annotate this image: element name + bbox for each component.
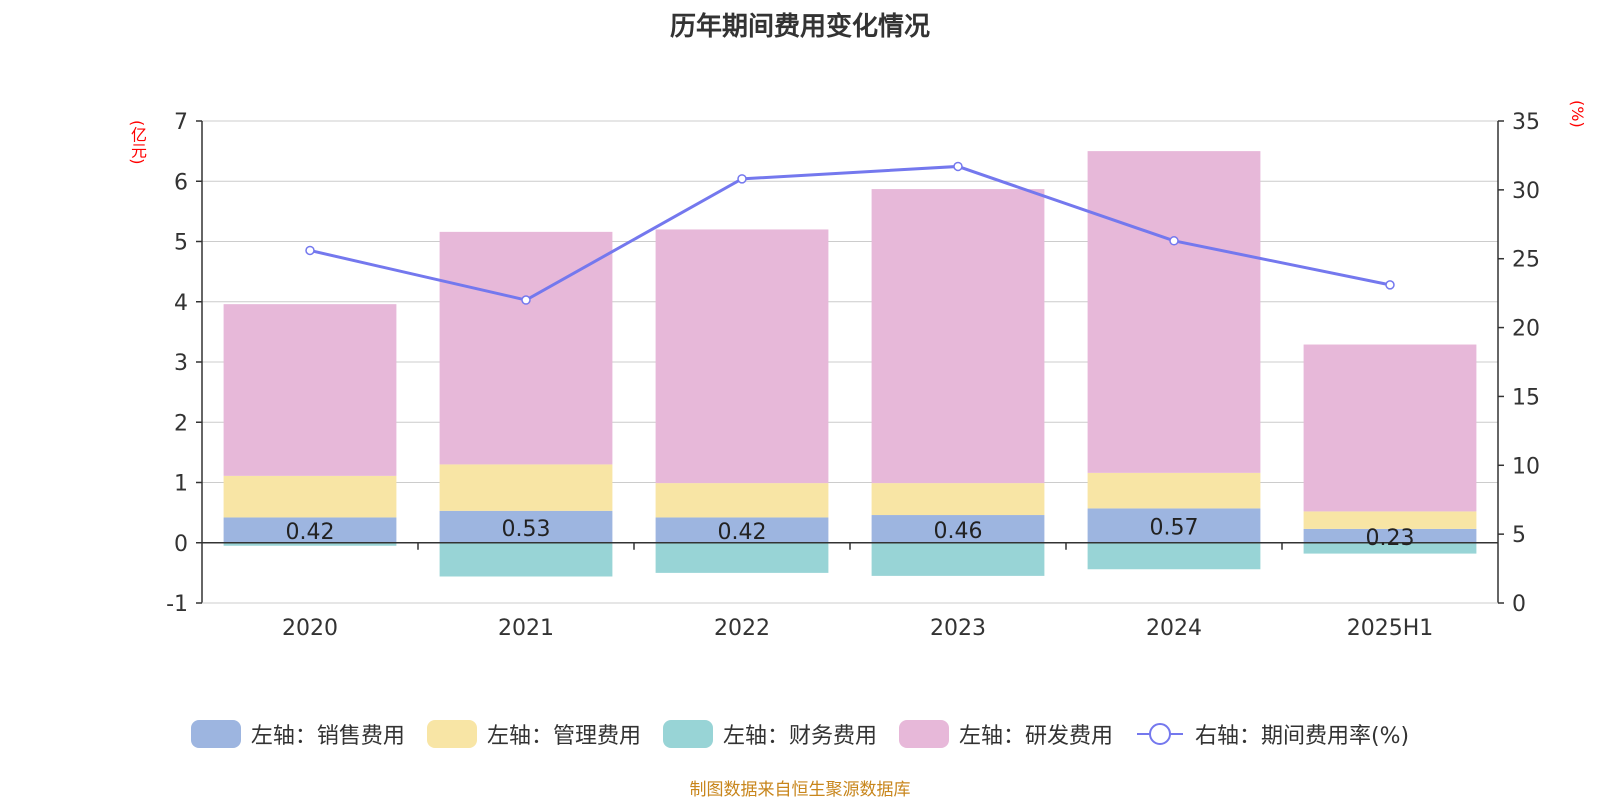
left-axis-tick-label: 1 xyxy=(174,472,188,497)
bar-segment xyxy=(1303,511,1477,529)
bar-segment xyxy=(871,189,1045,484)
x-axis-tick-label: 2023 xyxy=(930,616,986,641)
bar-segment xyxy=(1087,508,1261,543)
bar-segment xyxy=(1087,542,1261,570)
x-axis-tick-label: 2024 xyxy=(1146,616,1202,641)
bar-segment xyxy=(1303,542,1477,554)
legend-swatch xyxy=(190,720,241,748)
right-axis-tick-label: 35 xyxy=(1512,110,1540,135)
bar-segment xyxy=(871,483,1045,516)
rate-point xyxy=(521,295,531,305)
bar-segment xyxy=(223,542,397,546)
x-axis-tick-label: 2025H1 xyxy=(1347,616,1434,641)
rate-point xyxy=(1169,236,1179,246)
bar-segment xyxy=(871,542,1045,576)
source-note: 制图数据来自恒生聚源数据库 xyxy=(689,780,911,800)
right-axis-unit: (%) xyxy=(1568,100,1587,128)
left-axis-tick-label: 7 xyxy=(174,110,188,135)
right-axis-tick-label: 15 xyxy=(1512,385,1540,410)
bar-data-label: 0.53 xyxy=(502,517,551,542)
legend-label: 左轴：销售费用 xyxy=(250,724,405,749)
left-axis-tick-label: 4 xyxy=(174,291,188,316)
bar-segment xyxy=(1303,528,1477,543)
legend-item[interactable]: 左轴：销售费用 xyxy=(190,718,405,750)
bar-segment xyxy=(439,542,613,577)
rate-line xyxy=(309,164,1391,302)
legend-label: 左轴：管理费用 xyxy=(486,724,641,749)
left-axis-tick-label: 0 xyxy=(174,532,188,557)
left-axis-tick-label: 3 xyxy=(174,351,188,376)
legend-item[interactable]: 右轴：期间费用率(%) xyxy=(1135,718,1409,750)
bar-segment xyxy=(223,517,397,543)
legend-item[interactable]: 左轴：管理费用 xyxy=(426,718,641,750)
rate-point xyxy=(953,161,963,172)
right-axis-tick-label: 5 xyxy=(1512,523,1526,548)
x-axis-tick-label: 2022 xyxy=(714,616,770,641)
legend-line-swatch xyxy=(1136,723,1183,745)
bar-data-label: 0.42 xyxy=(718,520,767,545)
left-axis-tick-label: 6 xyxy=(174,170,188,195)
bar-segment xyxy=(655,542,829,573)
legend-swatch xyxy=(898,720,949,748)
bar-segment xyxy=(439,464,613,511)
legend-item[interactable]: 左轴：财务费用 xyxy=(662,718,877,750)
left-axis-tick-label: -1 xyxy=(166,592,188,617)
bar-segment xyxy=(1087,151,1261,473)
bar-segment xyxy=(1303,344,1477,512)
bar-segment xyxy=(655,517,829,543)
rate-point xyxy=(1385,280,1395,290)
right-axis-tick-label: 30 xyxy=(1512,179,1540,204)
bar-segment xyxy=(439,510,613,543)
legend-swatch xyxy=(426,720,477,748)
legend-label: 右轴：期间费用率(%) xyxy=(1194,724,1410,749)
left-axis-tick-label: 2 xyxy=(174,411,188,436)
bar-segment xyxy=(223,304,397,476)
bar-data-label: 0.42 xyxy=(286,520,335,545)
left-axis-tick-label: 5 xyxy=(174,231,188,256)
bar-segment xyxy=(655,483,829,518)
x-axis-tick-label: 2020 xyxy=(282,616,338,641)
bar-data-label: 0.46 xyxy=(934,519,983,544)
bar-data-label: 0.23 xyxy=(1366,526,1415,551)
legend-swatch xyxy=(662,720,713,748)
rate-point xyxy=(737,174,747,184)
bar-segment xyxy=(1087,472,1261,509)
bar-segment xyxy=(439,231,613,465)
right-axis-tick-label: 0 xyxy=(1512,592,1526,617)
bar-segment xyxy=(223,475,397,518)
legend-label: 左轴：财务费用 xyxy=(722,724,877,749)
legend-item[interactable]: 左轴：研发费用 xyxy=(898,718,1113,750)
chart-title: 历年期间费用变化情况 xyxy=(669,12,930,42)
rate-point xyxy=(305,245,315,256)
bar-segment xyxy=(871,515,1045,543)
right-axis-tick-label: 20 xyxy=(1512,317,1540,342)
bar-segment xyxy=(655,229,829,484)
bar-data-label: 0.57 xyxy=(1150,516,1199,541)
right-axis-tick-label: 25 xyxy=(1512,248,1540,273)
right-axis-tick-label: 10 xyxy=(1512,454,1540,479)
chart-legend: 左轴：销售费用 左轴：管理费用 左轴：财务费用 左轴：研发费用 右轴：期间费用率(%) xyxy=(0,718,1600,750)
left-axis-unit: (亿元) xyxy=(128,120,147,165)
legend-label: 左轴：研发费用 xyxy=(958,724,1113,749)
x-axis-tick-label: 2021 xyxy=(498,616,554,641)
